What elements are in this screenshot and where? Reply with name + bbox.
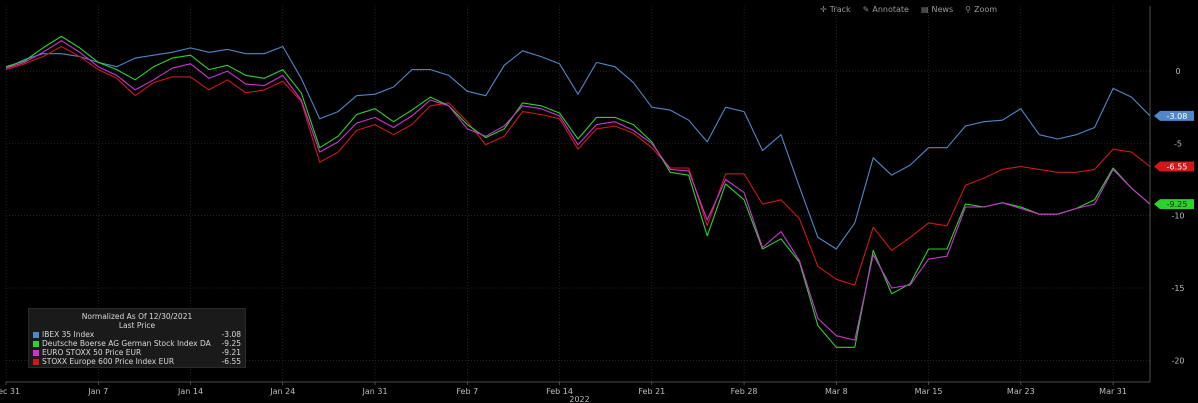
legend-title: Normalized As Of 12/30/2021 xyxy=(81,312,193,321)
y-tick-label: -20 xyxy=(1171,356,1184,365)
chart-toolbar: ✛ Track ✎ Annotate ▤ News ⚲ Zoom xyxy=(820,2,997,16)
x-tick-label: Jan 14 xyxy=(177,387,203,396)
annotate-button[interactable]: ✎ Annotate xyxy=(863,2,909,16)
pencil-icon: ✎ xyxy=(862,4,870,14)
x-tick-label: Dec 31 xyxy=(0,387,20,396)
legend-series-name: STOXX Europe 600 Price Index EUR xyxy=(42,357,175,366)
y-tick-label: -15 xyxy=(1171,284,1184,293)
annotate-label: Annotate xyxy=(872,4,909,14)
magnifier-icon: ⚲ xyxy=(965,4,971,14)
x-tick-label: Feb 28 xyxy=(731,387,758,396)
series-line[interactable] xyxy=(5,45,1151,286)
chart-legend: Normalized As Of 12/30/2021 Last Price I… xyxy=(28,308,246,368)
last-value-tag-shape xyxy=(1154,110,1194,121)
legend-series-value: -6.55 xyxy=(221,357,241,366)
last-value-tag-shape xyxy=(1154,161,1194,172)
legend-series-name: Deutsche Boerse AG German Stock Index DA… xyxy=(42,339,211,348)
legend-series-value: -9.21 xyxy=(221,348,241,357)
x-axis-label: 2022 xyxy=(569,395,589,403)
news-label: News xyxy=(931,4,954,14)
last-value-tag: -9.25 xyxy=(1154,199,1194,210)
x-tick-label: Mar 23 xyxy=(1007,387,1035,396)
series-line[interactable] xyxy=(5,35,1151,348)
last-value-tag: -6.55 xyxy=(1154,161,1194,172)
legend-item[interactable]: EURO STOXX 50 Price EUR -9.21 xyxy=(29,348,245,357)
y-tick-label: -5 xyxy=(1174,139,1182,148)
legend-subtitle: Last Price xyxy=(118,321,156,330)
legend-item[interactable]: IBEX 35 Index -3.08 xyxy=(29,330,245,339)
x-tick-label: Feb 21 xyxy=(638,387,665,396)
last-value-tag-label: -3.08 xyxy=(1167,112,1188,121)
last-value-tag-shape xyxy=(1154,199,1194,210)
last-value-tag-label: -6.55 xyxy=(1167,163,1188,172)
x-tick-label: Feb 14 xyxy=(546,387,573,396)
legend-series-name: EURO STOXX 50 Price EUR xyxy=(42,348,142,357)
series-line[interactable] xyxy=(5,45,1151,250)
legend-swatch xyxy=(33,349,39,356)
legend-swatch xyxy=(33,331,39,338)
news-icon: ▤ xyxy=(920,4,929,14)
track-label: Track xyxy=(829,4,851,14)
x-tick-label: Jan 7 xyxy=(87,387,108,396)
last-value-tag-label: -9.25 xyxy=(1167,200,1188,209)
last-value-tag: -3.08 xyxy=(1154,110,1194,121)
news-button[interactable]: ▤ News xyxy=(921,2,953,16)
legend-item[interactable]: Deutsche Boerse AG German Stock Index DA… xyxy=(29,339,245,348)
legend-swatch xyxy=(33,358,39,365)
y-tick-label: -10 xyxy=(1171,212,1184,221)
x-tick-label: Mar 8 xyxy=(825,387,848,396)
crosshair-icon: ✛ xyxy=(820,4,827,14)
x-tick-label: Feb 7 xyxy=(456,387,478,396)
zoom-label: Zoom xyxy=(974,4,998,14)
legend-series-value: -9.25 xyxy=(221,339,241,348)
series-line[interactable] xyxy=(5,40,1151,341)
legend-series-value: -3.08 xyxy=(221,330,241,339)
legend-swatch xyxy=(33,340,39,347)
track-button[interactable]: ✛ Track xyxy=(820,2,851,16)
legend-series-name: IBEX 35 Index xyxy=(42,330,95,339)
zoom-button[interactable]: ⚲ Zoom xyxy=(965,2,997,16)
x-tick-label: Jan 31 xyxy=(362,387,388,396)
legend-item[interactable]: STOXX Europe 600 Price Index EUR -6.55 xyxy=(29,357,245,366)
x-tick-label: Jan 24 xyxy=(269,387,295,396)
y-tick-label: 0 xyxy=(1175,67,1180,76)
x-tick-label: Mar 31 xyxy=(1099,387,1127,396)
x-tick-label: Mar 15 xyxy=(915,387,943,396)
